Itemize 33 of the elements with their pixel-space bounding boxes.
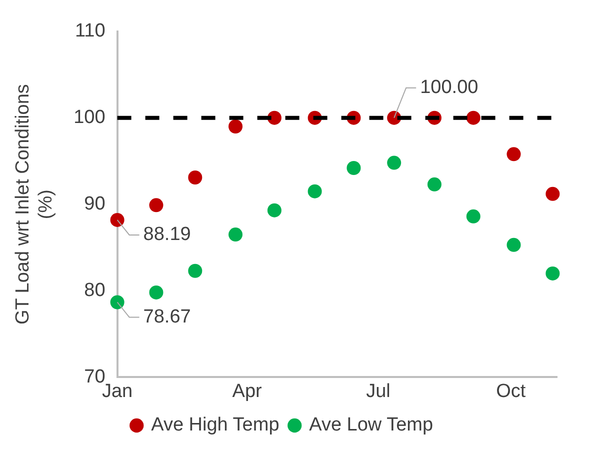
point — [546, 186, 560, 201]
x-tick-label: Oct — [496, 380, 526, 402]
y-tick-label: 110 — [75, 20, 106, 42]
point — [228, 119, 243, 134]
point — [267, 203, 282, 218]
y-axis-title: GT Load wrt Inlet Conditions (%) — [12, 84, 56, 325]
point — [506, 238, 521, 252]
y-tick-label: 100 — [74, 107, 106, 128]
point — [149, 198, 164, 212]
y-tick-label: 70 — [84, 366, 106, 388]
point — [308, 184, 322, 198]
y-tick-label: 80 — [84, 280, 106, 301]
y-tick-label: 90 — [84, 194, 106, 215]
annotation: 100.00 — [420, 77, 478, 98]
annotation: 88.19 — [143, 224, 191, 246]
x-tick-label: Apr — [232, 380, 262, 402]
point — [149, 285, 164, 300]
point — [427, 177, 442, 192]
point — [387, 156, 402, 170]
point — [546, 266, 560, 280]
legend-label: Ave Low Temp — [309, 414, 434, 436]
point — [466, 110, 480, 125]
x-tick-label: Jul — [366, 380, 390, 402]
point — [506, 147, 521, 162]
point — [228, 228, 243, 242]
point — [110, 212, 124, 227]
point — [188, 264, 202, 278]
legend-label: Ave High Temp — [151, 414, 280, 436]
point — [110, 295, 124, 310]
annotation: 78.67 — [143, 306, 191, 328]
point — [188, 170, 202, 184]
point — [466, 209, 480, 224]
point — [346, 160, 361, 175]
